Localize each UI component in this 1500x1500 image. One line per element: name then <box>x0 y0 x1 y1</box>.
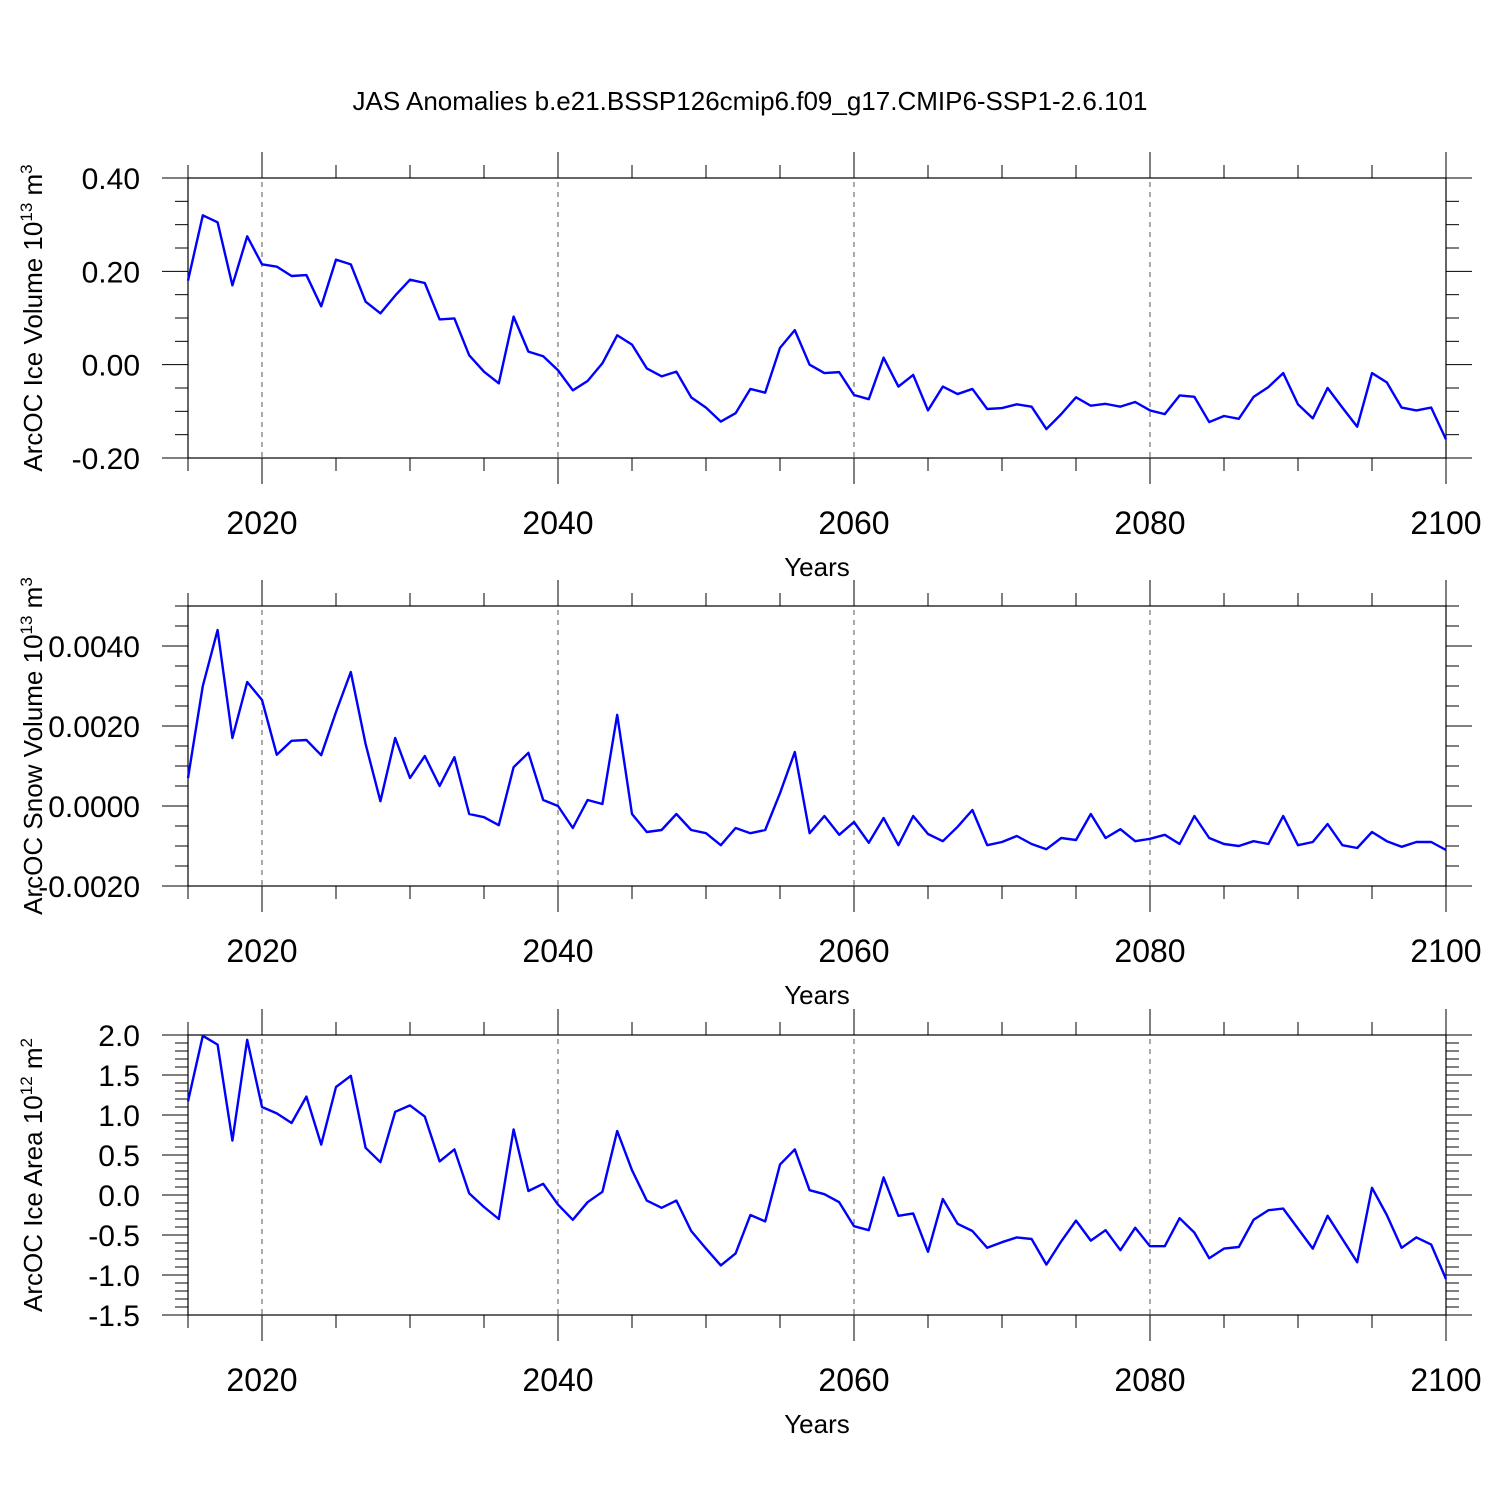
y-tick-label: -0.20 <box>72 443 140 476</box>
x-tick-label: 2060 <box>818 505 889 541</box>
x-tick-label: 2080 <box>1114 933 1185 969</box>
y-axis-label: ArcOC Ice Volume 1013 m3 <box>17 164 48 471</box>
panel-3: 2020 2040 2060 2080 2100 -1.5 -1.0 -0.5 0.0 0.5 1.… <box>17 1009 1482 1439</box>
x-tick-label: 2040 <box>522 933 593 969</box>
x-tick-label: 2040 <box>522 1362 593 1398</box>
x-tick-label: 2100 <box>1410 933 1481 969</box>
x-tick-label: 2020 <box>226 1362 297 1398</box>
x-axis-label: Years <box>784 980 850 1010</box>
x-axis-label: Years <box>784 1409 850 1439</box>
y-tick-label: 0.00 <box>82 350 140 383</box>
x-tick-label: 2080 <box>1114 1362 1185 1398</box>
y-tick-label: 0.0 <box>98 1180 140 1213</box>
y-tick-label: 0.5 <box>98 1140 140 1173</box>
y-tick-label: 2.0 <box>98 1020 140 1053</box>
plot-frame <box>187 177 1447 459</box>
x-tick-label: 2080 <box>1114 505 1185 541</box>
y-tick-label: 0.0040 <box>48 631 140 664</box>
y-tick-label: 0.0020 <box>48 711 140 744</box>
x-tick-label: 2020 <box>226 933 297 969</box>
series-line <box>186 628 1447 852</box>
panel-2: 2020 2040 2060 2080 2100 -0.0020 0.0000 0.0020 0… <box>17 577 1482 1010</box>
y-tick-label: -0.5 <box>88 1220 140 1253</box>
x-tick-label: 2060 <box>818 1362 889 1398</box>
x-tick-label: 2100 <box>1410 505 1481 541</box>
x-tick-label: 2020 <box>226 505 297 541</box>
y-tick-label: -1.5 <box>88 1300 140 1333</box>
y-axis-label: ArcOC Ice Area 1012 m2 <box>17 1038 48 1312</box>
y-tick-label: 1.5 <box>98 1060 140 1093</box>
y-tick-label: 0.0000 <box>48 791 140 824</box>
y-tick-label: 1.0 <box>98 1100 140 1133</box>
series-line <box>186 214 1448 440</box>
y-axis-label: ArcOC Snow Volume 1013 m3 <box>17 577 48 915</box>
x-tick-label: 2100 <box>1410 1362 1481 1398</box>
plot-frame <box>187 605 1447 887</box>
y-tick-label: -1.0 <box>88 1260 140 1293</box>
x-axis-label: Years <box>784 552 850 582</box>
y-tick-label: -0.0020 <box>38 871 140 904</box>
y-tick-label: 0.20 <box>82 256 140 289</box>
x-tick-label: 2040 <box>522 505 593 541</box>
x-tick-label: 2060 <box>818 933 889 969</box>
plot-frame <box>187 1034 1447 1316</box>
series-line <box>186 1034 1448 1280</box>
chart-title: JAS Anomalies b.e21.BSSP126cmip6.f09_g17… <box>353 86 1148 116</box>
panel-1: 2020 2040 2060 2080 2100 -0.20 0.00 0.20 0.40 Yea… <box>17 152 1482 582</box>
y-tick-label: 0.40 <box>82 163 140 196</box>
